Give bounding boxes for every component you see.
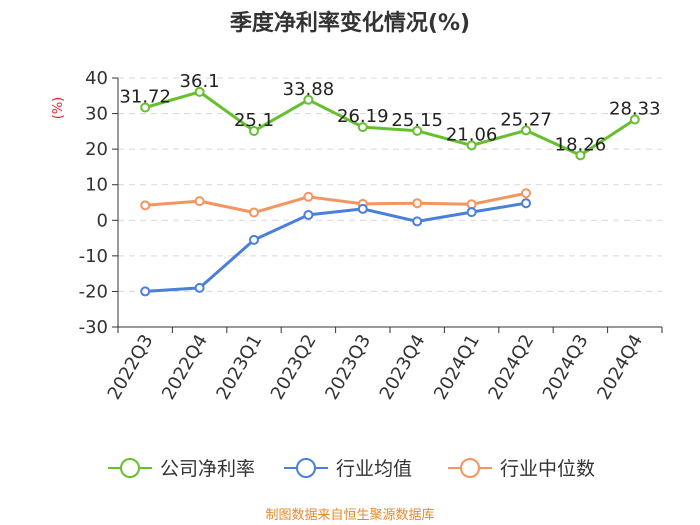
data-label: 26.19 (337, 106, 389, 127)
data-label: 21.06 (446, 124, 498, 145)
series-points (140, 86, 640, 297)
y-tick-label: -20 (79, 281, 108, 302)
data-point-series2 (194, 196, 205, 207)
legend-label: 行业均值 (336, 458, 412, 480)
data-point-series0 (575, 150, 586, 161)
chart-title: 季度净利率变化情况(%) (230, 10, 470, 36)
data-point-series1 (357, 203, 368, 214)
data-label: 18.26 (555, 134, 607, 155)
x-tick-label: 2024Q1 (430, 331, 484, 403)
series-line-1 (145, 201, 527, 293)
data-point-series0 (357, 122, 368, 133)
data-point-series0 (412, 125, 423, 136)
y-tick-labels: -30 -20 -10 0 10 20 30 40 (79, 68, 108, 338)
data-point-series1 (412, 216, 423, 227)
source-note: 制图数据来自恒生聚源数据库 (265, 507, 434, 523)
y-tick-label: 10 (85, 175, 108, 196)
x-tick-label: 2023Q2 (267, 331, 321, 403)
legend-circle-icon (296, 458, 316, 478)
y-tick-label: 20 (85, 139, 108, 160)
x-tick-label: 2023Q4 (376, 331, 430, 403)
data-label: 33.88 (283, 79, 335, 100)
data-point-series0 (629, 114, 640, 125)
data-point-series0 (194, 86, 205, 97)
legend-circle-icon (120, 458, 140, 478)
data-label: 36.1 (180, 71, 220, 92)
legend[interactable]: 公司净利率 行业均值 行业中位数 (108, 458, 595, 480)
data-point-series2 (249, 207, 259, 218)
legend-label: 公司净利率 (160, 458, 255, 480)
x-tick-label: 2023Q1 (212, 331, 266, 403)
y-tick-label: 30 (85, 104, 108, 125)
axes (112, 77, 663, 333)
data-point-series0 (140, 102, 151, 113)
data-point-series1 (466, 207, 477, 218)
y-tick-label: 0 (97, 210, 108, 231)
x-tick-label: 2024Q4 (593, 331, 647, 403)
data-point-series1 (249, 234, 259, 245)
x-tick-label: 2024Q3 (539, 331, 593, 403)
y-tick-label: -10 (79, 246, 108, 267)
data-point-series0 (249, 126, 259, 137)
series-line-0 (144, 90, 636, 157)
data-point-series2 (412, 198, 423, 209)
y-tick-label: -30 (79, 317, 108, 338)
grid-lines (118, 77, 662, 292)
data-point-series1 (303, 209, 314, 220)
x-tick-label: 2022Q3 (104, 331, 158, 403)
data-point-series0 (303, 94, 314, 105)
data-point-series1 (521, 198, 531, 209)
y-tick-label: 40 (85, 68, 108, 89)
legend-label: 行业中位数 (500, 458, 595, 480)
data-point-series1 (140, 286, 151, 297)
y-axis-unit-label: (%) (51, 97, 66, 120)
data-point-series2 (303, 191, 314, 202)
legend-item-1[interactable]: 行业均值 (284, 458, 412, 480)
data-point-series0 (521, 125, 531, 136)
data-point-series2 (521, 188, 531, 199)
data-label: 25.27 (500, 109, 552, 130)
data-label: 25.15 (391, 110, 443, 131)
data-point-series2 (466, 199, 477, 210)
series-line-2 (145, 191, 527, 214)
x-tick-label: 2022Q4 (158, 331, 212, 403)
data-point-series2 (140, 200, 151, 211)
data-point-series1 (194, 282, 205, 293)
data-label: 28.33 (609, 99, 661, 120)
x-tick-label: 2023Q3 (321, 331, 375, 403)
x-tick-labels: 2022Q3 2022Q4 2023Q1 2023Q2 2023Q3 2023Q4 2024… (104, 331, 648, 403)
legend-item-2[interactable]: 行业中位数 (448, 458, 595, 480)
legend-circle-icon (460, 458, 480, 478)
data-label: 25.1 (234, 110, 274, 131)
data-point-series0 (466, 140, 477, 151)
legend-item-0[interactable]: 公司净利率 (108, 458, 255, 480)
series-lines (144, 90, 636, 293)
x-tick-label: 2024Q2 (484, 331, 538, 403)
data-label: 31.72 (119, 86, 171, 107)
